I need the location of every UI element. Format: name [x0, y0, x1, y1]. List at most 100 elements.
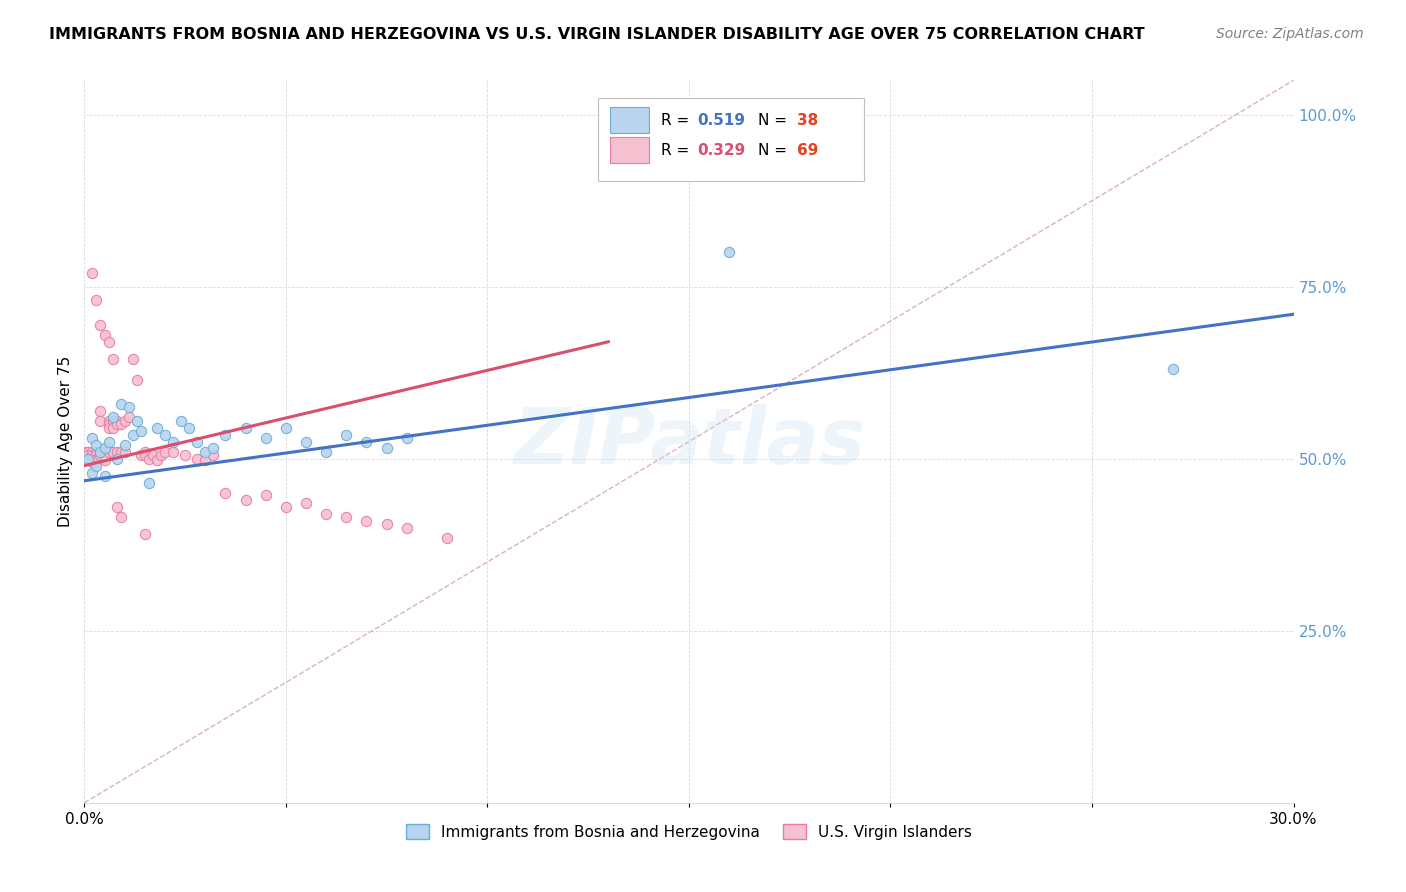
Point	[82, 455, 104, 469]
Point	[335, 510, 357, 524]
Point	[86, 445, 108, 459]
Point	[82, 448, 104, 462]
Point	[82, 466, 104, 480]
Point	[93, 469, 115, 483]
Point	[82, 431, 104, 445]
Point	[125, 414, 148, 428]
Point	[138, 475, 160, 490]
Point	[82, 266, 104, 280]
Point	[134, 445, 156, 459]
Text: IMMIGRANTS FROM BOSNIA AND HERZEGOVINA VS U.S. VIRGIN ISLANDER DISABILITY AGE OV: IMMIGRANTS FROM BOSNIA AND HERZEGOVINA V…	[49, 27, 1144, 42]
Point	[138, 451, 160, 466]
Point	[146, 453, 169, 467]
Point	[254, 431, 277, 445]
Point	[97, 334, 120, 349]
Point	[86, 453, 108, 467]
Point	[101, 414, 124, 428]
Point	[315, 507, 337, 521]
Point	[89, 448, 111, 462]
Point	[235, 421, 257, 435]
Point	[97, 434, 120, 449]
Point	[97, 445, 120, 459]
Point	[93, 327, 115, 342]
Point	[162, 434, 184, 449]
Point	[134, 448, 156, 462]
Point	[274, 500, 297, 514]
Point	[718, 245, 741, 260]
Point	[174, 448, 197, 462]
Point	[114, 445, 136, 459]
Point	[89, 414, 111, 428]
Point	[254, 487, 277, 501]
Point	[77, 451, 100, 466]
Point	[105, 451, 128, 466]
Text: ZIPatlas: ZIPatlas	[513, 403, 865, 480]
Text: N =: N =	[758, 143, 792, 158]
Point	[86, 458, 108, 473]
Point	[77, 445, 100, 459]
Point	[315, 445, 337, 459]
Point	[114, 414, 136, 428]
Point	[142, 448, 165, 462]
Point	[125, 373, 148, 387]
Point	[114, 438, 136, 452]
Point	[214, 427, 236, 442]
Point	[356, 514, 378, 528]
Legend: Immigrants from Bosnia and Herzegovina, U.S. Virgin Islanders: Immigrants from Bosnia and Herzegovina, …	[399, 818, 979, 846]
Point	[129, 448, 152, 462]
Point	[93, 448, 115, 462]
Point	[77, 448, 100, 462]
Text: Source: ZipAtlas.com: Source: ZipAtlas.com	[1216, 27, 1364, 41]
Point	[1161, 362, 1184, 376]
Point	[436, 531, 458, 545]
Point	[89, 403, 111, 417]
Point	[202, 448, 225, 462]
Point	[101, 445, 124, 459]
Point	[153, 445, 176, 459]
Point	[93, 442, 115, 456]
Point	[97, 421, 120, 435]
Point	[86, 293, 108, 308]
Point	[375, 442, 398, 456]
Point	[186, 434, 208, 449]
Point	[118, 410, 141, 425]
Point	[86, 438, 108, 452]
Point	[149, 448, 172, 462]
Point	[101, 421, 124, 435]
Point	[89, 445, 111, 459]
Point	[105, 417, 128, 432]
Point	[110, 510, 132, 524]
Y-axis label: Disability Age Over 75: Disability Age Over 75	[58, 356, 73, 527]
Text: R =: R =	[661, 143, 695, 158]
Point	[153, 427, 176, 442]
Text: 69: 69	[797, 143, 818, 158]
Point	[146, 421, 169, 435]
Point	[194, 445, 217, 459]
Text: N =: N =	[758, 112, 792, 128]
Point	[101, 410, 124, 425]
Point	[110, 445, 132, 459]
Point	[129, 424, 152, 438]
Point	[274, 421, 297, 435]
FancyBboxPatch shape	[610, 107, 650, 133]
Point	[356, 434, 378, 449]
Text: R =: R =	[661, 112, 695, 128]
Point	[121, 427, 143, 442]
Point	[110, 417, 132, 432]
Point	[202, 442, 225, 456]
Point	[75, 445, 97, 459]
Point	[134, 527, 156, 541]
Point	[86, 451, 108, 466]
Point	[105, 500, 128, 514]
Point	[86, 455, 108, 469]
Point	[235, 493, 257, 508]
Text: 0.519: 0.519	[697, 112, 745, 128]
Point	[105, 414, 128, 428]
FancyBboxPatch shape	[599, 98, 865, 181]
Point	[110, 397, 132, 411]
Point	[82, 451, 104, 466]
Point	[295, 496, 318, 510]
FancyBboxPatch shape	[610, 137, 650, 163]
Point	[82, 445, 104, 459]
Text: 0.329: 0.329	[697, 143, 745, 158]
